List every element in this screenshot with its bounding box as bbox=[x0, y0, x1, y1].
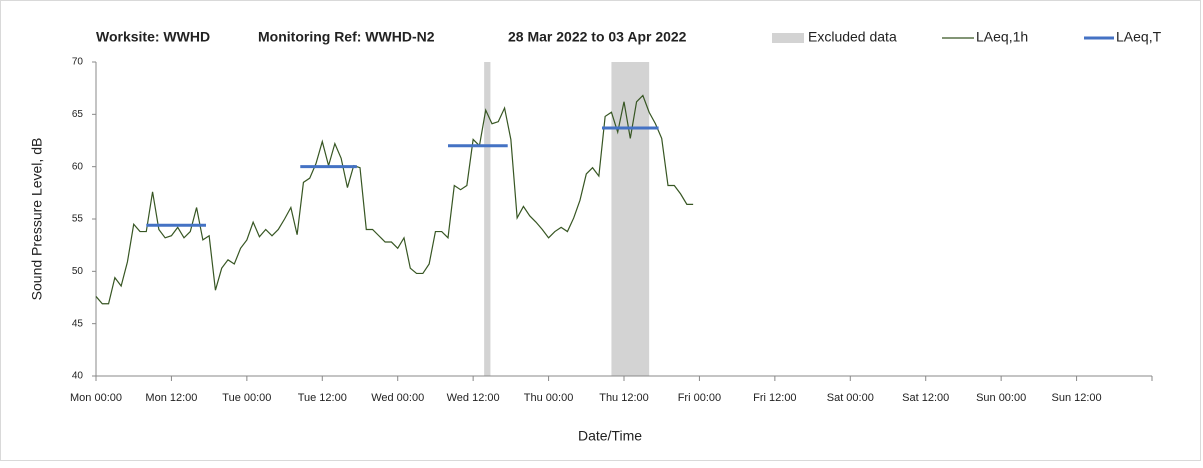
x-tick-label: Wed 00:00 bbox=[371, 392, 424, 404]
legend-label: LAeq,1h bbox=[976, 29, 1028, 45]
x-tick-label: Thu 00:00 bbox=[524, 392, 574, 404]
line-series bbox=[95, 94, 694, 305]
x-tick-label: Thu 12:00 bbox=[599, 392, 649, 404]
excluded-band bbox=[611, 62, 650, 376]
y-tick-label: 70 bbox=[72, 57, 84, 68]
x-tick-label: Wed 12:00 bbox=[447, 392, 500, 404]
y-tick-label: 65 bbox=[72, 109, 84, 120]
legend-swatch bbox=[772, 33, 804, 43]
chart-title: Monitoring Ref: WWHD-N2 bbox=[258, 29, 435, 45]
x-tick-label: Sun 12:00 bbox=[1051, 392, 1101, 404]
y-tick-label: 40 bbox=[72, 371, 84, 382]
x-tick-label: Fri 12:00 bbox=[753, 392, 796, 404]
y-tick-label: 50 bbox=[72, 266, 84, 277]
legend-label: Excluded data bbox=[808, 29, 897, 45]
chart-title: 28 Mar 2022 to 03 Apr 2022 bbox=[508, 29, 687, 45]
x-tick-label: Mon 12:00 bbox=[145, 392, 197, 404]
x-tick-label: Tue 12:00 bbox=[298, 392, 347, 404]
x-tick-label: Sun 00:00 bbox=[976, 392, 1026, 404]
excluded-band bbox=[484, 62, 491, 376]
x-tick-label: Tue 00:00 bbox=[222, 392, 271, 404]
x-tick-label: Sat 00:00 bbox=[827, 392, 874, 404]
x-tick-label: Fri 00:00 bbox=[678, 392, 721, 404]
legend-label: LAeq,T bbox=[1116, 29, 1162, 45]
y-axis-label: Sound Pressure Level, dB bbox=[29, 138, 45, 301]
y-tick-label: 45 bbox=[72, 318, 84, 329]
x-tick-label: Sat 12:00 bbox=[902, 392, 949, 404]
chart-title: Worksite: WWHD bbox=[96, 29, 210, 45]
y-tick-label: 55 bbox=[72, 214, 84, 225]
x-axis-label: Date/Time bbox=[578, 428, 642, 444]
x-tick-label: Mon 00:00 bbox=[70, 392, 122, 404]
y-tick-label: 60 bbox=[72, 161, 84, 172]
